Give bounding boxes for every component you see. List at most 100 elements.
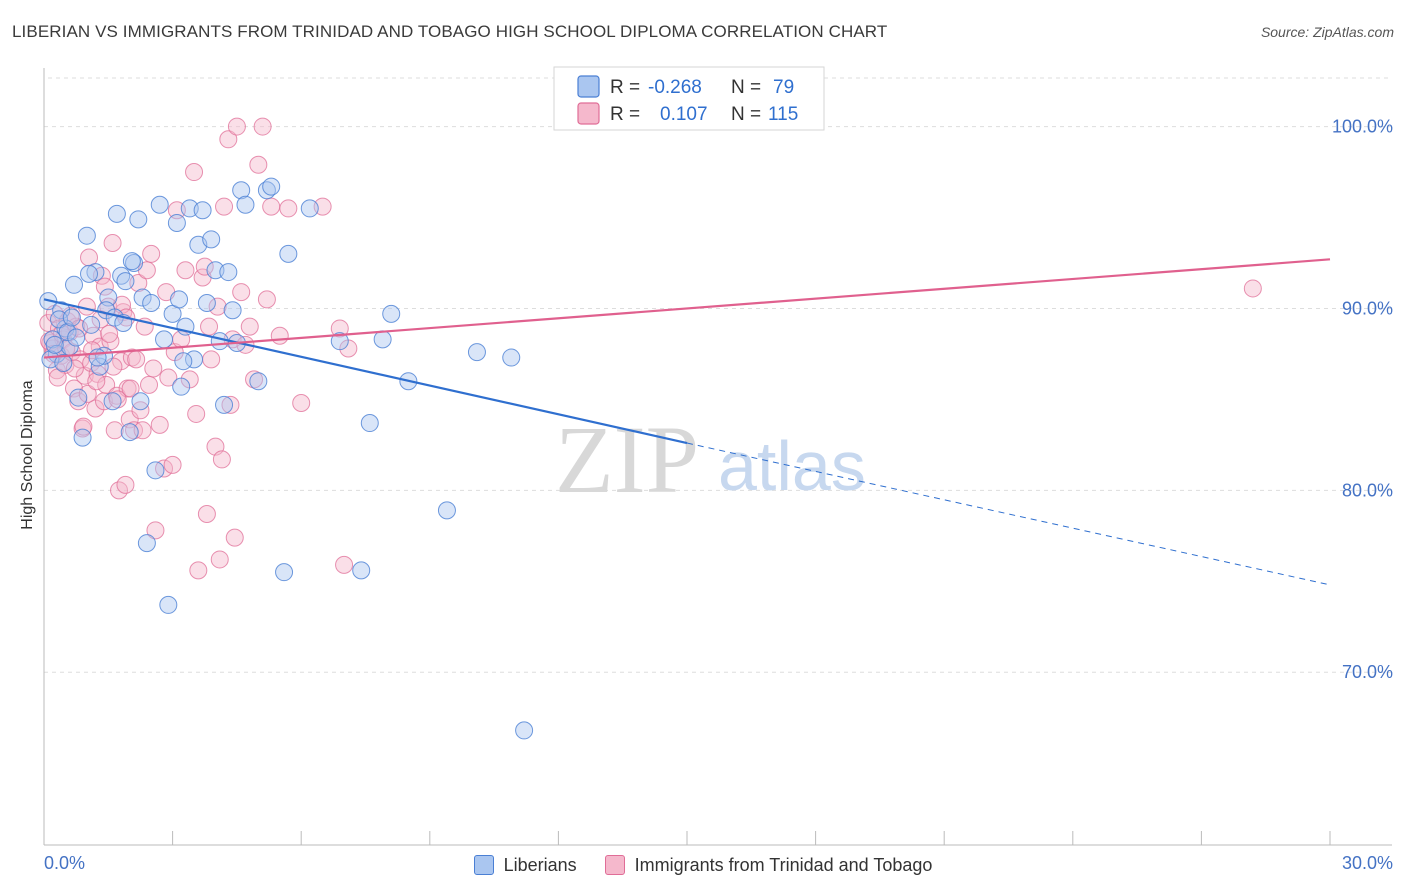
point-liberians [45, 335, 64, 354]
legend-r-label-2: R = [610, 104, 640, 125]
point-liberians [150, 195, 169, 214]
point-trinidad [150, 415, 169, 434]
point-liberians [116, 272, 135, 291]
point-liberians [262, 177, 281, 196]
point-liberians [142, 293, 161, 312]
watermark-atlas: atlas [718, 427, 866, 505]
point-liberians [137, 534, 156, 553]
point-liberians [330, 332, 349, 351]
point-liberians [210, 332, 229, 351]
point-liberians [120, 423, 139, 442]
point-trinidad [279, 199, 298, 218]
point-trinidad [187, 404, 206, 423]
point-trinidad [73, 419, 92, 438]
trend-line-liberians-extrapolated [686, 442, 1331, 586]
point-liberians [219, 263, 238, 282]
point-trinidad [219, 130, 238, 149]
point-trinidad [249, 155, 268, 174]
point-liberians [197, 293, 216, 312]
point-trinidad [1243, 279, 1262, 298]
point-trinidad [292, 394, 311, 413]
point-trinidad [116, 475, 135, 494]
point-trinidad [330, 319, 349, 338]
chart-source: Source: ZipAtlas.com [1260, 24, 1394, 40]
point-liberians [122, 252, 141, 271]
point-liberians [515, 721, 534, 740]
point-liberians [146, 461, 165, 480]
point-liberians [279, 244, 298, 263]
legend-box: R = -0.268 N = 79 R = 0.107 N = 115 [553, 66, 825, 131]
point-trinidad [227, 117, 246, 136]
point-liberians [502, 348, 521, 367]
point-trinidad [78, 384, 97, 403]
point-liberians [129, 210, 148, 229]
point-trinidad [197, 504, 216, 523]
trend-line-trinidad [43, 258, 1331, 359]
point-liberians [65, 275, 84, 294]
point-liberians [437, 501, 456, 520]
trend-lines [43, 258, 1331, 586]
point-liberians [193, 201, 212, 220]
point-trinidad [121, 379, 140, 398]
watermark: ZIP atlas [555, 406, 866, 513]
point-trinidad [105, 421, 124, 440]
bottom-legend: Liberians Immigrants from Trinidad and T… [0, 852, 1406, 878]
point-trinidad [200, 317, 219, 336]
point-liberians [352, 561, 371, 580]
point-liberians [215, 395, 234, 414]
x-tick-label: 30.0% [1342, 853, 1393, 873]
legend-swatch-liberians-bottom [473, 855, 494, 875]
point-trinidad [253, 117, 272, 136]
legend-swatch-trinidad [577, 102, 600, 125]
point-trinidad [240, 317, 259, 336]
legend-n-label-1: N = [731, 77, 761, 98]
point-trinidad [185, 163, 204, 182]
y-tick-label: 90.0% [1342, 298, 1393, 318]
point-liberians [82, 315, 101, 334]
legend-item-trinidad: Immigrants from Trinidad and Tobago [604, 854, 933, 876]
point-trinidad [159, 368, 178, 387]
point-trinidad [215, 197, 234, 216]
chart-title: LIBERIAN VS IMMIGRANTS FROM TRINIDAD AND… [12, 22, 888, 41]
point-trinidad [202, 350, 221, 369]
legend-label-liberians: Liberians [503, 854, 577, 875]
point-trinidad [163, 455, 182, 474]
legend-r-value-2: 0.107 [660, 104, 708, 125]
point-trinidad [212, 450, 231, 469]
point-liberians [131, 392, 150, 411]
point-liberians [202, 230, 221, 249]
point-trinidad [95, 277, 114, 296]
point-trinidad [335, 555, 354, 574]
point-liberians [95, 346, 114, 365]
point-liberians [73, 428, 92, 447]
point-liberians [69, 388, 88, 407]
point-liberians [467, 343, 486, 362]
x-tick-label: 0.0% [44, 853, 85, 873]
point-trinidad [87, 372, 106, 391]
point-trinidad [262, 197, 281, 216]
point-trinidad [91, 310, 110, 329]
point-liberians [88, 348, 107, 367]
legend-n-label-2: N = [731, 104, 761, 125]
legend-swatch-trinidad-bottom [604, 855, 625, 875]
point-trinidad [195, 257, 214, 276]
y-tick-label: 100.0% [1332, 117, 1393, 137]
legend-label-trinidad: Immigrants from Trinidad and Tobago [634, 854, 933, 875]
point-liberians [58, 323, 77, 342]
point-liberians [275, 563, 294, 582]
point-trinidad [176, 261, 195, 280]
point-liberians [155, 330, 174, 349]
point-trinidad [142, 244, 161, 263]
point-liberians [67, 328, 86, 347]
point-trinidad [140, 375, 159, 394]
trend-line-liberians [43, 298, 688, 445]
point-liberians [62, 308, 81, 327]
point-liberians [236, 195, 255, 214]
point-liberians [80, 264, 99, 283]
point-liberians [300, 199, 319, 218]
point-liberians [382, 304, 401, 323]
point-trinidad [189, 561, 208, 580]
legend-n-value-2: 115 [768, 104, 798, 125]
legend-n-value-1: 79 [773, 77, 794, 98]
